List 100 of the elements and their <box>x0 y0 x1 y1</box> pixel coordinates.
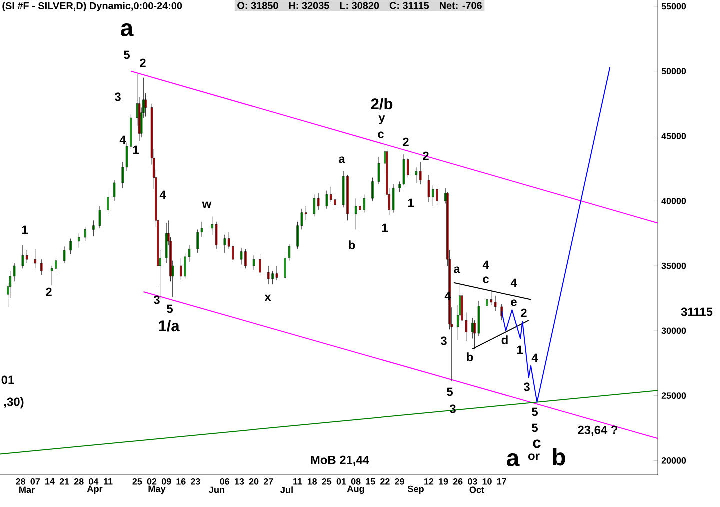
candlestick <box>272 271 274 284</box>
chart-title: (SI #F - SILVER,D) Dynamic,0:00-24:00 <box>2 2 182 12</box>
x-tick-label: 23 <box>191 478 200 485</box>
annotation: 1 <box>408 198 414 208</box>
annotation: O: 31850 <box>238 2 278 10</box>
annotation: 5 <box>532 408 538 416</box>
annotation: 4 <box>510 278 518 288</box>
text: Oct <box>470 486 484 494</box>
text: Jul <box>280 486 293 494</box>
text: Jun <box>209 486 225 494</box>
x-tick-label: 25 <box>132 478 142 485</box>
annotation: a <box>339 156 346 164</box>
x-tick-label: 16 <box>176 478 186 485</box>
annotation: 4 <box>482 260 490 270</box>
text: Sep <box>408 486 424 494</box>
y-tick-label: 25000 <box>662 392 686 400</box>
annotation: 5 <box>532 424 538 432</box>
candlestick <box>334 194 336 212</box>
annotation: 4 <box>120 136 126 144</box>
candlestick <box>259 254 262 276</box>
candlestick <box>78 233 80 248</box>
annotation: 1 <box>133 146 139 154</box>
x-tick-label: 22 <box>380 478 390 485</box>
candlestick <box>486 294 488 310</box>
x-tick-label: 14 <box>46 478 55 485</box>
candlestick <box>84 226 86 242</box>
candlestick <box>232 242 234 264</box>
annotation: x <box>264 294 272 302</box>
annotation: 3 <box>154 296 160 304</box>
annotation: MoB 21,44 <box>311 456 370 466</box>
candlestick <box>22 245 24 269</box>
x-tick-label: 06 <box>220 478 230 485</box>
annotation: ,30) <box>4 397 24 409</box>
annotation: e <box>511 300 517 306</box>
annotation: a <box>454 266 460 274</box>
x-tick-label: 17 <box>497 478 506 485</box>
x-tick-label: 27 <box>264 478 274 485</box>
text: Apr <box>87 486 103 494</box>
candlestick <box>346 175 349 221</box>
annotation: 3 <box>524 382 530 392</box>
text: Aug <box>347 486 364 494</box>
y-tick-label: 50000 <box>662 68 686 75</box>
annotation: 2 <box>403 138 409 146</box>
x-tick-label: 28 <box>16 478 26 485</box>
annotation: Net: -706 <box>440 2 482 10</box>
candlestick <box>359 200 362 216</box>
x-tick-label: 15 <box>366 478 376 485</box>
candlestick <box>211 216 214 236</box>
candlestick <box>420 162 422 184</box>
x-tick-label: 11 <box>104 478 113 485</box>
y-tick-label: 40000 <box>662 198 686 204</box>
candlestick <box>244 248 247 269</box>
candlestick <box>196 230 199 254</box>
annotation: b <box>553 448 566 466</box>
x-tick-label: 18 <box>308 478 318 485</box>
candlestick <box>407 158 410 178</box>
annotation: H: 32035 <box>289 2 330 10</box>
x-tick-label: 19 <box>439 478 448 485</box>
annotation: c <box>483 276 489 284</box>
x-tick-label: 26 <box>453 478 463 485</box>
y-tick-label: 20000 <box>662 458 686 464</box>
candlestick <box>122 162 124 188</box>
annotation: C: 31115 <box>390 2 430 10</box>
annotation: 2 <box>521 308 527 318</box>
annotation: 1/a <box>159 320 180 332</box>
annotation: 1 <box>517 346 523 354</box>
x-tick-label: 28 <box>74 478 84 485</box>
annotation: 01 <box>2 376 14 384</box>
candlestick <box>326 190 328 210</box>
annotation: 4 <box>532 354 538 362</box>
x-tick-label: 04 <box>89 478 99 485</box>
text: Mar <box>20 486 35 494</box>
annotation: 2 <box>140 58 146 68</box>
x-tick-label: 13 <box>235 478 244 485</box>
candlestick <box>432 185 434 207</box>
y-tick-label: 55000 <box>662 3 686 10</box>
annotation: 2 <box>46 288 52 296</box>
candlestick <box>34 248 36 269</box>
x-tick-label: 09 <box>162 478 172 485</box>
x-tick-label: 02 <box>147 478 157 485</box>
annotation: or <box>528 454 540 460</box>
x-tick-label: 10 <box>482 478 492 485</box>
annotation: b <box>349 240 356 250</box>
x-tick-label: 07 <box>30 478 40 485</box>
x-tick-label: 11 <box>294 478 302 485</box>
annotation: d <box>502 336 508 344</box>
x-tick-label: 29 <box>395 478 404 485</box>
candlestick <box>40 259 43 276</box>
x-tick-label: 03 <box>468 478 478 485</box>
annotation: 5 <box>124 50 130 60</box>
y-tick-label: 30000 <box>662 328 686 334</box>
candlestick <box>180 258 182 281</box>
candlestick <box>372 178 374 202</box>
candlestick <box>70 238 72 255</box>
candlestick <box>92 220 95 236</box>
annotation: c <box>378 132 384 138</box>
candlestick <box>224 234 226 254</box>
candlestick <box>318 193 320 210</box>
annotation: 1 <box>382 224 388 232</box>
annotation: 4 <box>160 190 166 200</box>
